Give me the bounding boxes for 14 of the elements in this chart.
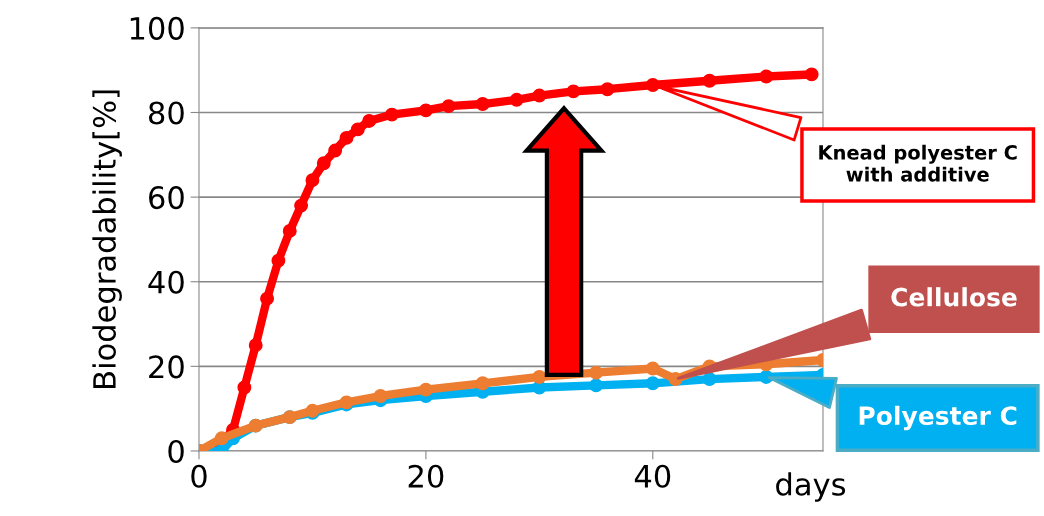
text: Knead polyester C with additive <box>819 144 1017 182</box>
y-axis-title: Biodegradability[%] <box>92 90 122 388</box>
y-tick-label: 100 <box>130 16 184 40</box>
x-tick-label: 0 <box>191 464 207 488</box>
x-tick-label: 20 <box>408 464 444 488</box>
y-tick-label: 80 <box>148 101 184 125</box>
y-tick-label: 0 <box>168 439 184 464</box>
text: Cellulose <box>891 287 1017 307</box>
y-tick-label: 20 <box>149 355 184 379</box>
y-tick-label: 40 <box>148 270 184 294</box>
series-label: Polyester C <box>859 405 1017 431</box>
x-tick-label: 40 <box>634 464 671 488</box>
y-tick-label: 60 <box>149 186 184 210</box>
x-axis-title: days <box>776 472 846 502</box>
